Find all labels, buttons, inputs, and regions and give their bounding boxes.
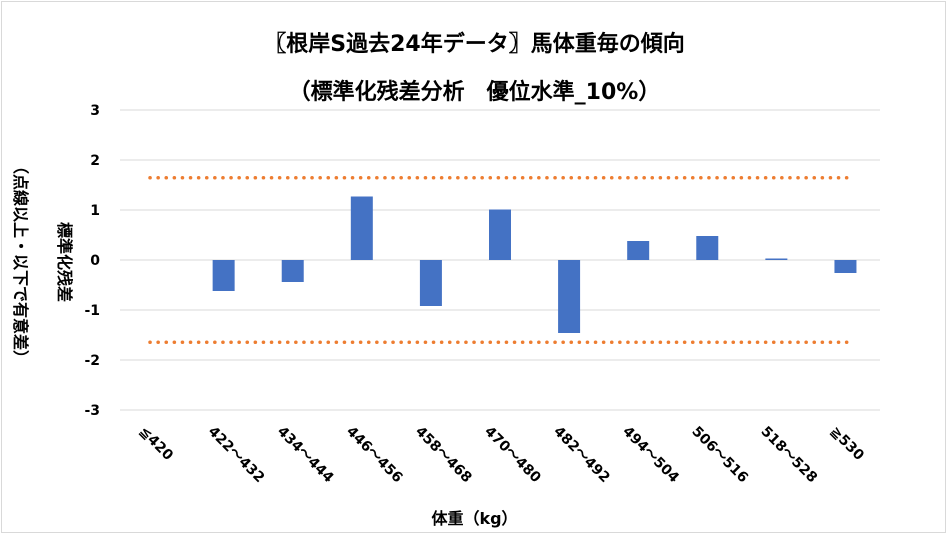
y-tick-label: -2 <box>84 353 100 369</box>
x-tick-label: 482～492 <box>550 424 613 487</box>
bar <box>558 260 581 333</box>
bar <box>834 260 857 273</box>
chart-subtitle: （標準化残差分析 優位水準_10%） <box>288 80 661 105</box>
x-tick-label: 446～456 <box>343 424 406 487</box>
x-tick-label: 458～468 <box>412 424 475 487</box>
y-tick-label: 3 <box>90 103 100 119</box>
y-tick-label: 2 <box>90 153 100 169</box>
x-tick-label: 506～516 <box>688 424 751 487</box>
x-tick-label: 422～432 <box>205 424 268 487</box>
x-tick-label: 434～444 <box>274 424 337 487</box>
bar <box>489 209 511 260</box>
bar <box>212 260 235 291</box>
bar <box>350 196 373 260</box>
y-tick-label: 0 <box>90 253 100 269</box>
y-tick-label: 1 <box>90 203 100 219</box>
x-tick-label: 494～504 <box>619 424 682 487</box>
x-tick-label: ≦420 <box>136 424 176 464</box>
bar <box>765 258 788 260</box>
x-axis-label: 体重（kg） <box>431 509 518 528</box>
x-tick-label: 518～528 <box>758 424 821 487</box>
bar <box>627 241 650 260</box>
x-tick-label: 470～480 <box>481 424 544 487</box>
bar <box>419 260 442 306</box>
chart-title: 〖根岸S過去24年データ〗馬体重毎の傾向 <box>264 32 685 57</box>
y-tick-label: -3 <box>84 403 100 419</box>
y-tick-label: -1 <box>84 303 100 319</box>
x-tick-label: ≧530 <box>827 424 867 464</box>
bar <box>696 236 719 260</box>
bar <box>281 260 304 282</box>
